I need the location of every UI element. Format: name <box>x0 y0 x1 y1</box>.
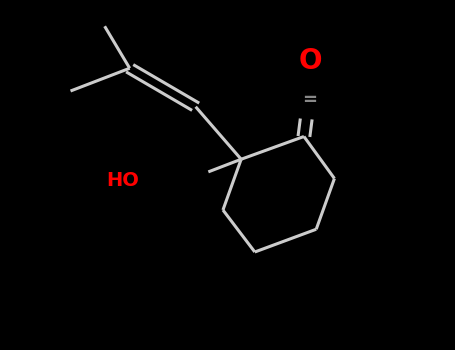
Text: HO: HO <box>106 171 139 190</box>
Text: =: = <box>302 91 317 109</box>
Text: O: O <box>299 47 323 75</box>
